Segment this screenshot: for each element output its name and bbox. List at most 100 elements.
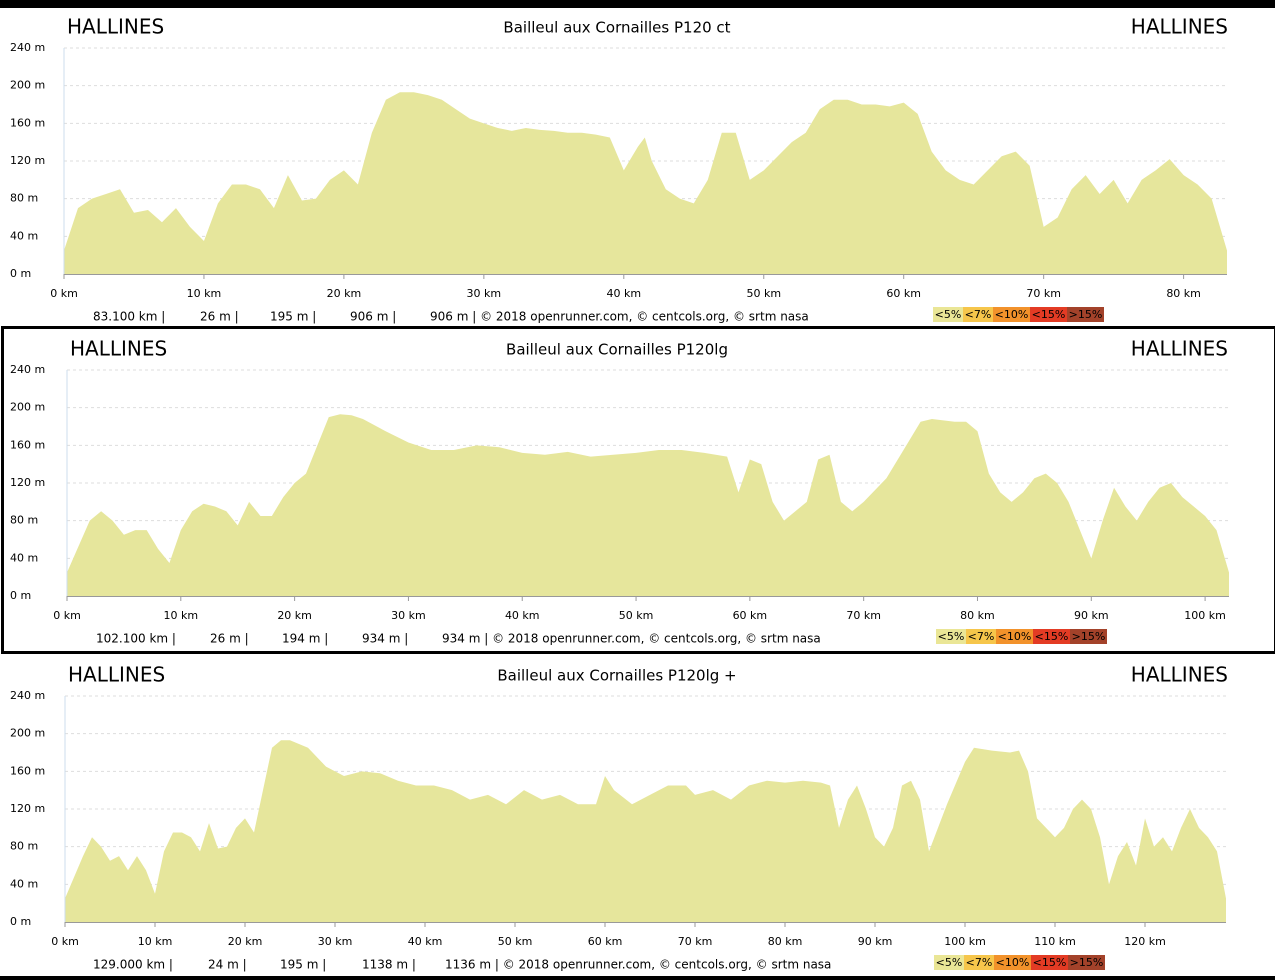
x-tick-label: 30 km [318,935,353,948]
footer-text: 194 m | [282,632,328,646]
legend-label: <7% [966,956,993,969]
y-tick-label: 40 m [10,877,38,890]
legend-label: <7% [965,308,992,321]
legend-label: <10% [996,956,1030,969]
legend-swatch [1068,955,1105,970]
y-tick-label: 80 m [10,514,38,527]
footer-text: 906 m | [350,310,396,324]
elevation-area [65,740,1226,922]
legend-swatch [934,955,964,970]
y-tick-label: 200 m [10,401,45,414]
legend-label: >15% [1069,308,1103,321]
legend-label: <10% [995,308,1029,321]
y-tick-label: 160 m [10,764,45,777]
chart-title: Bailleul aux Cornailles P120lg [506,341,728,359]
x-tick-label: 70 km [678,935,713,948]
footer-text: 102.100 km | [96,632,176,646]
x-tick-label: 30 km [391,609,426,622]
panel-border [0,0,1275,8]
end-label: HALLINES [1131,15,1228,39]
legend-label: <5% [936,956,963,969]
panel-border [1,326,1275,654]
y-tick-label: 120 m [10,802,45,815]
legend-swatch [933,307,963,322]
y-tick-label: 40 m [10,229,38,242]
x-tick-label: 90 km [1074,609,1109,622]
x-tick-label: 10 km [138,935,173,948]
x-tick-label: 50 km [498,935,533,948]
legend-swatch [994,955,1031,970]
legend-label: <15% [1033,956,1067,969]
x-tick-label: 60 km [733,609,768,622]
y-tick-label: 160 m [10,116,45,129]
y-tick-label: 200 m [10,79,45,92]
y-tick-label: 40 m [10,551,38,564]
footer-text: 1136 m | © 2018 openrunner.com, © centco… [445,958,831,972]
x-tick-label: 70 km [1026,287,1061,300]
legend-label: <7% [968,630,995,643]
x-tick-label: 60 km [886,287,921,300]
elevation-area [67,414,1229,596]
x-tick-label: 50 km [619,609,654,622]
legend-label: >15% [1070,956,1104,969]
x-tick-label: 30 km [467,287,502,300]
x-tick-label: 110 km [1034,935,1076,948]
x-tick-label: 100 km [1184,609,1226,622]
y-tick-label: 240 m [10,41,45,54]
footer-text: 934 m | [362,632,408,646]
start-label: HALLINES [67,15,164,39]
footer-text: 26 m | [200,310,239,324]
x-tick-label: 20 km [327,287,362,300]
x-tick-label: 120 km [1124,935,1166,948]
x-tick-label: 80 km [768,935,803,948]
x-tick-label: 20 km [228,935,263,948]
footer-text: 26 m | [210,632,249,646]
x-tick-label: 80 km [1166,287,1201,300]
footer-text: 195 m | [270,310,316,324]
legend-swatch [1033,629,1070,644]
legend-swatch [1031,955,1068,970]
x-tick-label: 40 km [607,287,642,300]
footer-text: 906 m | © 2018 openrunner.com, © centcol… [430,310,809,324]
elevation-area [64,92,1227,274]
legend-swatch [993,307,1030,322]
panel-border [0,976,1275,980]
y-tick-label: 200 m [10,727,45,740]
x-tick-label: 80 km [960,609,995,622]
footer-text: 195 m | [280,958,326,972]
y-tick-label: 120 m [10,476,45,489]
x-tick-label: 40 km [408,935,443,948]
footer-text: 83.100 km | [93,310,165,324]
y-tick-label: 0 m [10,915,31,928]
footer-text: 934 m | © 2018 openrunner.com, © centcol… [442,632,821,646]
x-tick-label: 10 km [187,287,222,300]
legend-swatch [1067,307,1104,322]
legend-swatch [1030,307,1067,322]
x-tick-label: 50 km [746,287,781,300]
footer-text: 1138 m | [362,958,416,972]
end-label: HALLINES [1131,663,1228,687]
legend-swatch [964,955,994,970]
chart-title: Bailleul aux Cornailles P120lg + [497,667,736,685]
legend-swatch [966,629,996,644]
x-tick-label: 0 km [53,609,81,622]
legend-swatch [996,629,1033,644]
x-tick-label: 0 km [50,287,78,300]
x-tick-label: 100 km [944,935,986,948]
x-tick-label: 0 km [51,935,79,948]
legend-label: <5% [935,308,962,321]
end-label: HALLINES [1131,337,1228,361]
footer-text: 24 m | [208,958,247,972]
y-tick-label: 120 m [10,154,45,167]
legend-label: <10% [998,630,1032,643]
x-tick-label: 20 km [277,609,312,622]
y-tick-label: 80 m [10,192,38,205]
y-tick-label: 80 m [10,840,38,853]
y-tick-label: 0 m [10,589,31,602]
y-tick-label: 240 m [10,689,45,702]
legend-swatch [963,307,993,322]
chart-title: Bailleul aux Cornailles P120 ct [503,19,730,37]
legend-label: <15% [1035,630,1069,643]
legend-label: <15% [1032,308,1066,321]
